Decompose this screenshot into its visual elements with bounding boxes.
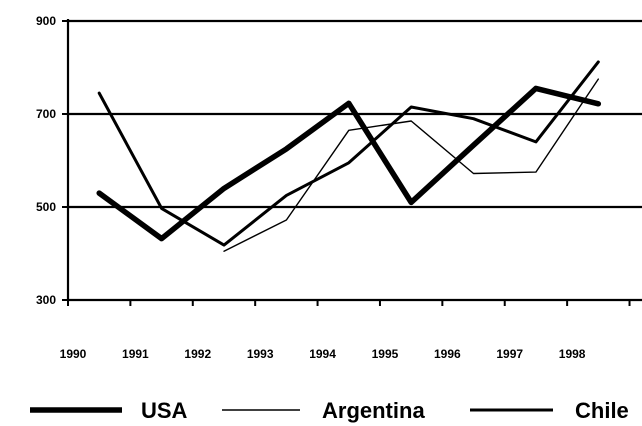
axes [66, 19, 642, 302]
y-axis-ticks: 300 500 700 900 [36, 14, 68, 307]
x-tick-label: 1997 [496, 347, 523, 361]
x-tick-label: 1990 [60, 347, 87, 361]
x-tick-label: 1991 [122, 347, 149, 361]
x-tick-label: 1992 [184, 347, 211, 361]
x-tick-label: 1994 [309, 347, 336, 361]
legend: USA Argentina Chile [30, 398, 629, 423]
series-line-chile [97, 60, 600, 247]
y-tick-label: 300 [36, 293, 56, 307]
legend-label-usa: USA [141, 398, 188, 423]
series-lines [96, 60, 602, 252]
legend-label-chile: Chile [575, 398, 629, 423]
x-tick-label: 1993 [247, 347, 274, 361]
legend-label-argentina: Argentina [322, 398, 425, 423]
x-tick-label: 1995 [372, 347, 399, 361]
y-tick-label: 500 [36, 200, 56, 214]
x-tick-label: 1998 [559, 347, 586, 361]
x-axis-ticks: 1990 1991 1992 1993 1994 1995 1996 1997 1998 [60, 300, 631, 361]
x-tick-label: 1996 [434, 347, 461, 361]
y-tick-label: 900 [36, 14, 56, 28]
y-tick-label: 700 [36, 107, 56, 121]
series-line-argentina [223, 78, 599, 252]
